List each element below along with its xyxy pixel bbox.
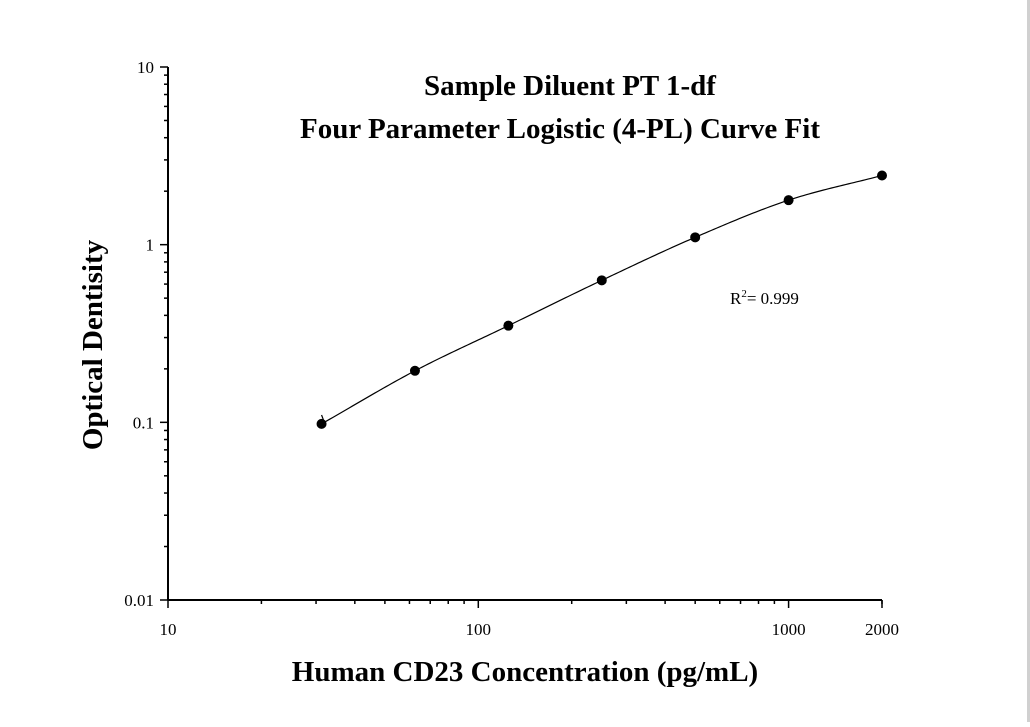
- data-point: [690, 232, 701, 243]
- r-squared-annotation: R2= 0.999: [730, 288, 799, 308]
- y-axis-label: Optical Dentisity: [77, 239, 109, 450]
- x-tick-label: 10: [160, 620, 177, 639]
- r-squared-symbol: R: [730, 289, 742, 308]
- chart-subtitle: Four Parameter Logistic (4-PL) Curve Fit: [300, 113, 820, 145]
- r-squared-value: = 0.999: [747, 289, 799, 308]
- chart-title: Sample Diluent PT 1-df: [424, 70, 716, 102]
- axes: [167, 67, 882, 601]
- data-point: [409, 365, 420, 376]
- y-tick-label: 10: [137, 58, 154, 77]
- ticks: 0.01 0.1 1 10 10 100 1000 2000: [124, 58, 899, 639]
- y-tick-label: 0.01: [124, 591, 154, 610]
- data-point: [596, 275, 607, 286]
- data-points: [316, 170, 887, 429]
- x-tick-label: 100: [466, 620, 492, 639]
- x-axis-label: Human CD23 Concentration (pg/mL): [292, 656, 758, 688]
- data-point: [316, 418, 327, 429]
- data-point: [783, 195, 794, 206]
- data-point: [503, 320, 514, 331]
- x-tick-label: 1000: [772, 620, 806, 639]
- r-squared-superscript: 2: [741, 288, 747, 300]
- x-tick-label: 2000: [865, 620, 899, 639]
- window-edge: [1027, 0, 1030, 722]
- data-point: [877, 170, 887, 181]
- y-tick-label: 1: [146, 236, 155, 255]
- y-tick-label: 0.1: [133, 413, 154, 432]
